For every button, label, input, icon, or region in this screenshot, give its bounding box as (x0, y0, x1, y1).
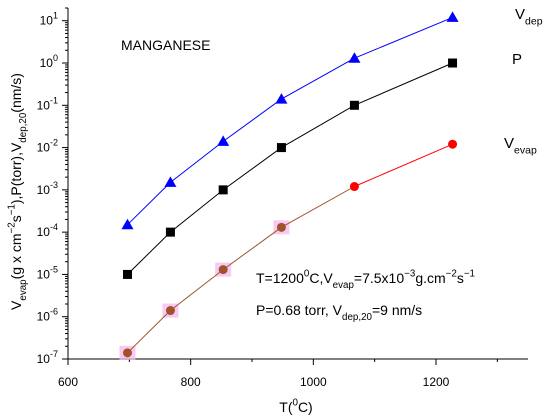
marker-pressure (165, 227, 175, 237)
y-tick-label: 10-2 (37, 138, 58, 155)
marker-vevap-low (218, 265, 228, 275)
y-tick-label: 101 (40, 11, 58, 28)
marker-vevap-high (448, 139, 458, 149)
series-line-vdep (127, 16, 453, 226)
marker-vevap-low (165, 306, 175, 316)
series-line-vevap-high (354, 143, 453, 187)
x-tick-label: 600 (58, 375, 78, 389)
marker-pressure (218, 185, 228, 195)
series-label-vdep: Vdep (515, 6, 543, 27)
x-tick-label: 1000 (300, 375, 327, 389)
marker-vevap-low (122, 348, 132, 358)
marker-pressure (122, 269, 132, 279)
marker-vevap-low (276, 222, 286, 232)
y-tick-label: 10-7 (37, 349, 58, 366)
plot-axes: 600 800 1000 1200 10-7 10-6 10-5 10-4 10-3 10-2 10… (37, 7, 528, 389)
series-line-connector (281, 186, 355, 228)
series-label-vevap: Vevap (504, 135, 537, 156)
series-line-pressure (127, 62, 453, 275)
y-tick-label: 10-1 (37, 95, 58, 112)
marker-vdep (121, 218, 134, 230)
marker-vdep (348, 52, 361, 63)
y-tick-label: 10-4 (37, 222, 58, 239)
marker-pressure (349, 100, 359, 110)
series-line-vevap-low (127, 226, 282, 354)
x-tick-label: 800 (181, 375, 201, 389)
marker-pressure (448, 58, 458, 68)
y-tick-label: 100 (40, 53, 58, 70)
marker-vdep (275, 93, 288, 104)
series-label-pressure: P (512, 51, 522, 68)
series-layer (119, 11, 459, 360)
y-tick-label: 10-3 (37, 180, 58, 197)
marker-vdep (446, 11, 459, 22)
series-labels: Vdep P Vevap (504, 6, 543, 156)
x-axis-title: T(0C) (279, 398, 312, 415)
axis-titles: T(0C) Vevap(g x cm−2s−1),P(torr),Vdep,20(… (7, 73, 313, 415)
marker-pressure (276, 143, 286, 153)
annotation-conditions: T=12000C,Vevap=7.5x10−3g.cm−2s−1 (256, 269, 475, 291)
annotation-pressure: P=0.68 torr, Vdep,20=9 nm/s (256, 302, 422, 323)
y-axis-title: Vevap(g x cm−2s−1),P(torr),Vdep,20(nm/s) (7, 73, 29, 310)
annotations: T=12000C,Vevap=7.5x10−3g.cm−2s−1 P=0.68 t… (256, 269, 475, 323)
marker-vdep (164, 176, 177, 187)
x-tick-label: 1200 (423, 375, 450, 389)
y-tick-label: 10-5 (37, 264, 58, 281)
y-tick-label: 10-6 (37, 307, 58, 324)
marker-vdep (217, 135, 230, 146)
chart-title: MANGANESE (121, 37, 210, 53)
marker-vevap-high (349, 182, 359, 192)
